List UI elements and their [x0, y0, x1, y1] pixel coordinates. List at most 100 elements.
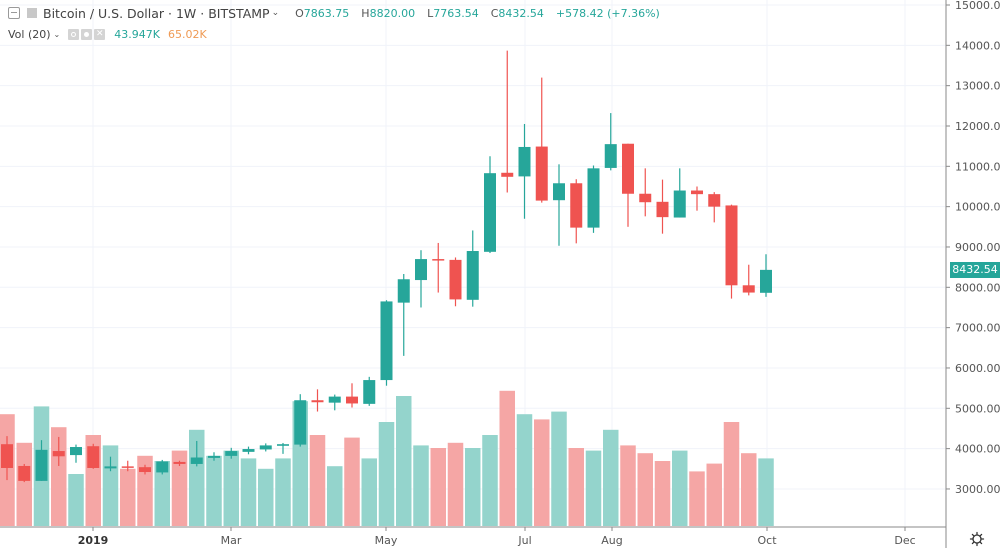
candle-body [52, 451, 65, 457]
candle-body [225, 451, 238, 456]
price-axis[interactable]: 15000.00 14000.00 13000.00 12000.00 11000.00… [946, 0, 1000, 496]
volume-bar [327, 466, 343, 526]
chevron-down-icon[interactable]: ⌄ [53, 29, 61, 39]
candle-body [449, 259, 462, 300]
price-tick-label: 5000.00 [955, 402, 1000, 415]
price-tick-label: 13000.00 [955, 80, 1000, 93]
volume-bar [68, 474, 84, 526]
candle-body [35, 449, 48, 481]
volume-bar [120, 468, 136, 526]
volume-bar [741, 453, 757, 526]
volume-bar [378, 422, 395, 526]
candle-body [484, 173, 496, 252]
candle-body [363, 380, 376, 404]
volume-bar [413, 445, 429, 526]
open-label: O [295, 6, 304, 20]
candle-body [156, 461, 169, 473]
volume-bar [637, 453, 653, 526]
volume-bar [16, 442, 32, 526]
time-tick-label: Mar [221, 534, 242, 547]
candle-body [87, 446, 100, 468]
price-tick-label: 14000.00 [955, 39, 1000, 52]
series-legend: Bitcoin / U.S. Dollar · 1W · BITSTAMP ⌄ … [8, 3, 660, 23]
candle-body [466, 251, 479, 300]
candle-body [622, 143, 634, 194]
volume-bar [568, 448, 584, 526]
volume-bar [620, 445, 636, 526]
eye-icon[interactable] [68, 28, 80, 40]
candle-body [277, 444, 289, 446]
candle-body [1, 444, 13, 468]
collapse-icon[interactable] [8, 7, 20, 19]
volume-bar [396, 396, 412, 526]
candle-body [190, 457, 203, 464]
volume-bar [154, 461, 170, 526]
candle-body [656, 201, 669, 218]
low-label: L [427, 6, 434, 20]
high-label: H [361, 6, 370, 20]
gear-icon[interactable] [969, 531, 985, 547]
candle-body [242, 449, 255, 452]
volume-bar [189, 429, 205, 526]
candle-body [570, 183, 583, 228]
volume-bar [585, 450, 602, 526]
volume-bar [344, 437, 360, 526]
price-tick-label: 11000.00 [955, 160, 1000, 173]
time-tick-label: 2019 [78, 534, 109, 547]
volume-bar [258, 468, 274, 526]
price-candles [1, 50, 772, 483]
candle-body [725, 205, 738, 286]
candle-body [691, 190, 703, 195]
candle-body [501, 172, 514, 177]
last-price-label: 8432.54 [950, 261, 1000, 278]
close-value: 8432.54 [498, 6, 544, 20]
volume-bar [137, 455, 153, 526]
candle-body [380, 301, 393, 381]
volume-bars [0, 390, 774, 526]
time-tick-label: Jul [517, 534, 531, 547]
volume-bar [223, 450, 239, 526]
volume-bar [102, 445, 119, 526]
time-tick-label: May [375, 534, 398, 547]
candle-body [742, 285, 755, 293]
close-icon[interactable]: ✕ [94, 28, 106, 40]
price-tick-label: 8000.00 [955, 281, 1000, 294]
candle-body [121, 466, 134, 468]
volume-indicator-label[interactable]: Vol (20) [8, 27, 51, 41]
candle-body [294, 400, 307, 445]
settings-icon[interactable] [81, 28, 93, 40]
candle-body [104, 466, 117, 469]
volume-legend: Vol (20) ⌄ ✕ 43.947K 65.02K [8, 25, 207, 43]
price-tick-label: 6000.00 [955, 362, 1000, 375]
volume-bar [465, 448, 481, 526]
time-tick-label: Dec [894, 534, 915, 547]
volume-bar [499, 390, 515, 526]
volume-bar [275, 458, 291, 526]
close-label: C [490, 6, 499, 20]
volume-bar [240, 458, 257, 526]
candle-body [139, 467, 151, 473]
high-value: 8820.00 [369, 6, 416, 20]
candle-body [259, 445, 272, 450]
volume-bar [309, 435, 326, 526]
candle-body [328, 396, 341, 403]
volume-bar [430, 448, 446, 526]
volume-bar [361, 458, 377, 526]
candle-body [604, 144, 617, 168]
volume-bar [672, 450, 688, 526]
candle-body [708, 194, 721, 207]
volume-bar [447, 442, 464, 526]
candle-body [18, 465, 31, 481]
price-tick-label: 12000.00 [955, 120, 1000, 133]
price-tick-label: 10000.00 [955, 201, 1000, 214]
time-tick-label: Aug [601, 534, 622, 547]
candle-body [208, 455, 220, 458]
symbol-title[interactable]: Bitcoin / U.S. Dollar · 1W · BITSTAMP [43, 5, 270, 21]
volume-bar [654, 461, 671, 526]
time-axis[interactable]: 2019 Mar May Jul Aug Oct Dec [78, 527, 916, 547]
chevron-down-icon[interactable]: ⌄ [271, 8, 280, 18]
volume-bar [706, 463, 722, 526]
volume-bar [551, 411, 567, 526]
volume-bar [603, 429, 619, 526]
